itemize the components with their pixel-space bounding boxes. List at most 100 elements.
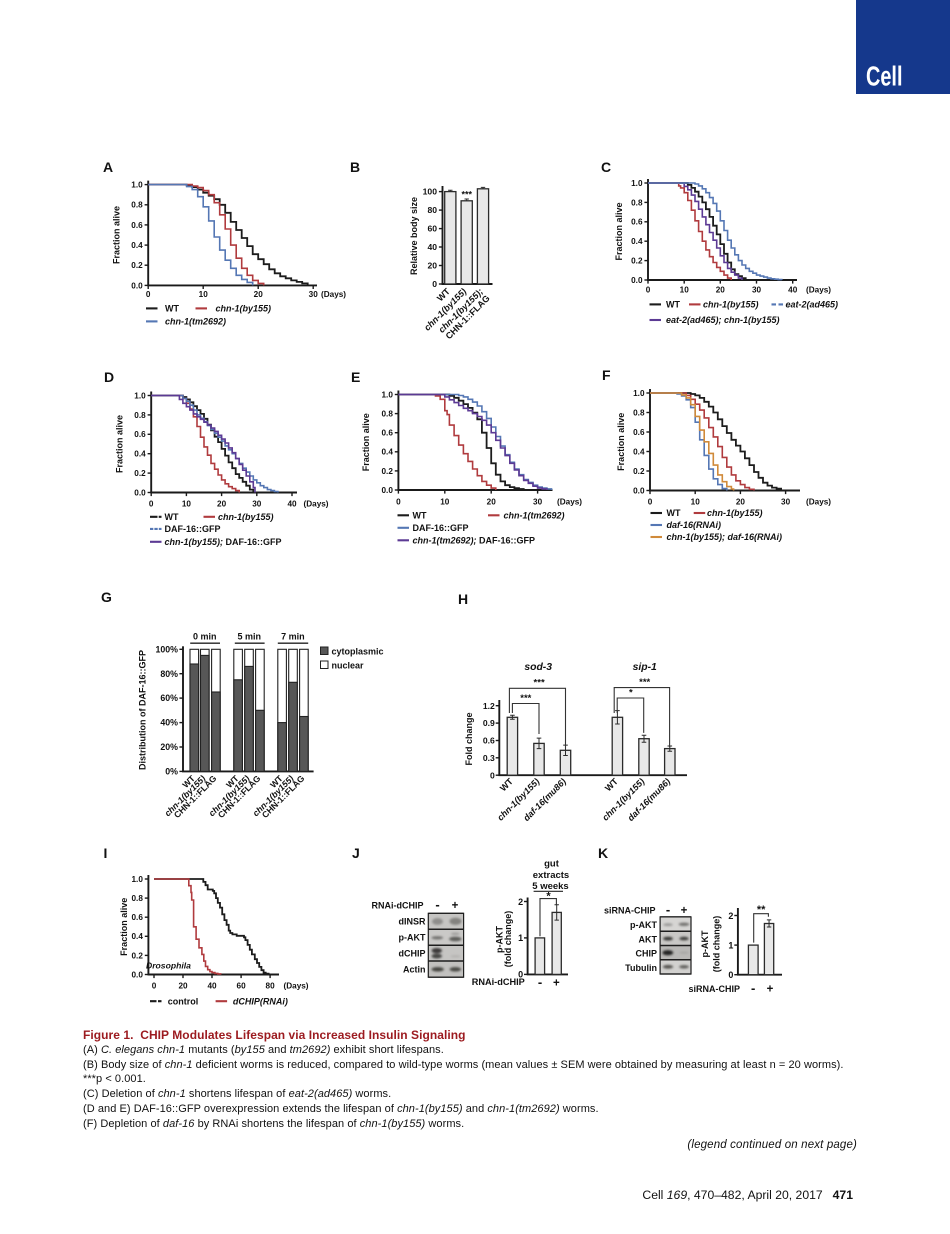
svg-text:-: -	[435, 897, 439, 912]
svg-text:20: 20	[427, 260, 437, 270]
svg-text:**: **	[757, 904, 766, 916]
svg-text:-: -	[538, 975, 542, 990]
svg-text:*: *	[546, 891, 551, 903]
svg-text:1: 1	[518, 933, 523, 943]
svg-text:0.4: 0.4	[633, 447, 645, 456]
svg-text:(fold change): (fold change)	[712, 916, 722, 973]
svg-text:p-AKT: p-AKT	[399, 933, 426, 943]
svg-text:RNAi-dCHIP: RNAi-dCHIP	[372, 901, 424, 911]
svg-text:daf-16(RNAi): daf-16(RNAi)	[667, 520, 722, 530]
svg-text:0.6: 0.6	[633, 428, 645, 437]
svg-text:5 min: 5 min	[237, 632, 261, 642]
svg-text:60%: 60%	[160, 693, 178, 703]
svg-text:0.3: 0.3	[483, 753, 495, 763]
svg-text:B: B	[350, 159, 360, 175]
svg-text:C: C	[601, 159, 611, 175]
svg-text:siRNA-CHIP: siRNA-CHIP	[688, 984, 740, 994]
svg-text:Relative body size: Relative body size	[409, 197, 419, 275]
svg-text:10: 10	[182, 500, 192, 509]
svg-text:eat-2(ad465): eat-2(ad465)	[786, 300, 839, 310]
svg-text:0.6: 0.6	[131, 221, 143, 230]
svg-text:chn-1(by155): chn-1(by155)	[703, 300, 759, 310]
svg-text:0: 0	[518, 970, 523, 980]
svg-text:WT: WT	[603, 776, 620, 793]
svg-text:WT: WT	[498, 776, 515, 793]
svg-text:10: 10	[199, 290, 209, 299]
svg-text:siRNA-CHIP: siRNA-CHIP	[604, 906, 656, 916]
svg-text:80: 80	[427, 205, 437, 215]
svg-text:0.8: 0.8	[132, 894, 144, 903]
svg-text:60: 60	[237, 982, 247, 991]
svg-text:0.2: 0.2	[382, 467, 394, 476]
svg-text:+: +	[767, 984, 774, 996]
svg-text:Fraction alive: Fraction alive	[115, 415, 125, 473]
svg-text:+: +	[681, 905, 688, 917]
svg-text:p-AKT: p-AKT	[630, 920, 657, 930]
svg-text:20: 20	[254, 290, 264, 299]
svg-text:20: 20	[178, 982, 188, 991]
svg-text:+: +	[452, 900, 459, 912]
svg-text:0.6: 0.6	[132, 913, 144, 922]
svg-text:H: H	[458, 591, 468, 607]
svg-text:0.8: 0.8	[131, 201, 143, 210]
svg-text:control: control	[168, 996, 199, 1006]
svg-text:0.0: 0.0	[633, 486, 645, 495]
svg-text:Distribution of DAF-16::GFP: Distribution of DAF-16::GFP	[138, 650, 148, 770]
svg-text:30: 30	[309, 290, 319, 299]
svg-text:dINSR: dINSR	[399, 917, 427, 927]
svg-text:0.0: 0.0	[631, 276, 643, 285]
svg-text:AKT: AKT	[639, 934, 658, 944]
svg-text:Fraction alive: Fraction alive	[614, 202, 624, 260]
svg-text:20: 20	[736, 498, 746, 507]
svg-text:20: 20	[217, 500, 227, 509]
svg-text:0%: 0%	[165, 767, 178, 777]
svg-text:20: 20	[716, 285, 726, 294]
svg-text:0.4: 0.4	[131, 241, 143, 250]
svg-text:Cell: Cell	[866, 61, 903, 92]
svg-text:10: 10	[691, 498, 701, 507]
svg-text:0.6: 0.6	[382, 429, 394, 438]
svg-text:5 weeks: 5 weeks	[532, 881, 568, 892]
svg-text:0.6: 0.6	[134, 430, 146, 439]
svg-text:chn-1(by155): chn-1(by155)	[216, 304, 272, 314]
svg-text:0.2: 0.2	[132, 951, 144, 960]
svg-text:E: E	[351, 369, 360, 385]
svg-text:40: 40	[788, 285, 798, 294]
svg-text:1.0: 1.0	[631, 179, 643, 188]
svg-text:Drosophila: Drosophila	[146, 961, 191, 971]
svg-text:0.8: 0.8	[382, 410, 394, 419]
svg-text:WT: WT	[667, 508, 681, 518]
svg-text:20: 20	[487, 498, 497, 507]
svg-text:0.8: 0.8	[134, 411, 146, 420]
svg-text:Fold change: Fold change	[464, 712, 474, 765]
svg-text:D: D	[104, 369, 114, 385]
svg-text:extracts: extracts	[533, 870, 569, 881]
svg-text:nuclear: nuclear	[332, 660, 365, 670]
svg-text:cytoplasmic: cytoplasmic	[332, 646, 384, 656]
svg-text:***: ***	[520, 693, 531, 704]
svg-text:1.2: 1.2	[483, 701, 495, 711]
svg-text:0: 0	[728, 970, 733, 980]
svg-text:80%: 80%	[160, 669, 178, 679]
svg-text:+: +	[553, 978, 560, 990]
svg-text:0.4: 0.4	[134, 450, 146, 459]
svg-text:0.2: 0.2	[131, 261, 143, 270]
svg-text:gut: gut	[544, 858, 560, 869]
svg-text:0.8: 0.8	[631, 198, 643, 207]
svg-text:p-AKT: p-AKT	[495, 926, 505, 953]
svg-text:chn-1(tm2692): chn-1(tm2692)	[165, 317, 226, 327]
svg-text:chn-1(by155); daf-16(RNAi): chn-1(by155); daf-16(RNAi)	[667, 532, 783, 542]
svg-text:0.4: 0.4	[382, 448, 394, 457]
svg-text:0.2: 0.2	[134, 469, 146, 478]
svg-text:100: 100	[423, 187, 438, 197]
svg-text:eat-2(ad465); chn-1(by155): eat-2(ad465); chn-1(by155)	[666, 315, 780, 325]
svg-text:1: 1	[728, 940, 733, 950]
svg-text:10: 10	[440, 498, 450, 507]
svg-text:WT: WT	[666, 300, 680, 310]
svg-text:G: G	[101, 589, 112, 605]
svg-text:0.0: 0.0	[132, 970, 144, 979]
svg-text:WT: WT	[413, 511, 427, 521]
svg-text:chn-1(tm2692): chn-1(tm2692)	[504, 511, 565, 521]
svg-text:0: 0	[396, 498, 401, 507]
svg-text:dCHIP(RNAi): dCHIP(RNAi)	[233, 996, 288, 1006]
